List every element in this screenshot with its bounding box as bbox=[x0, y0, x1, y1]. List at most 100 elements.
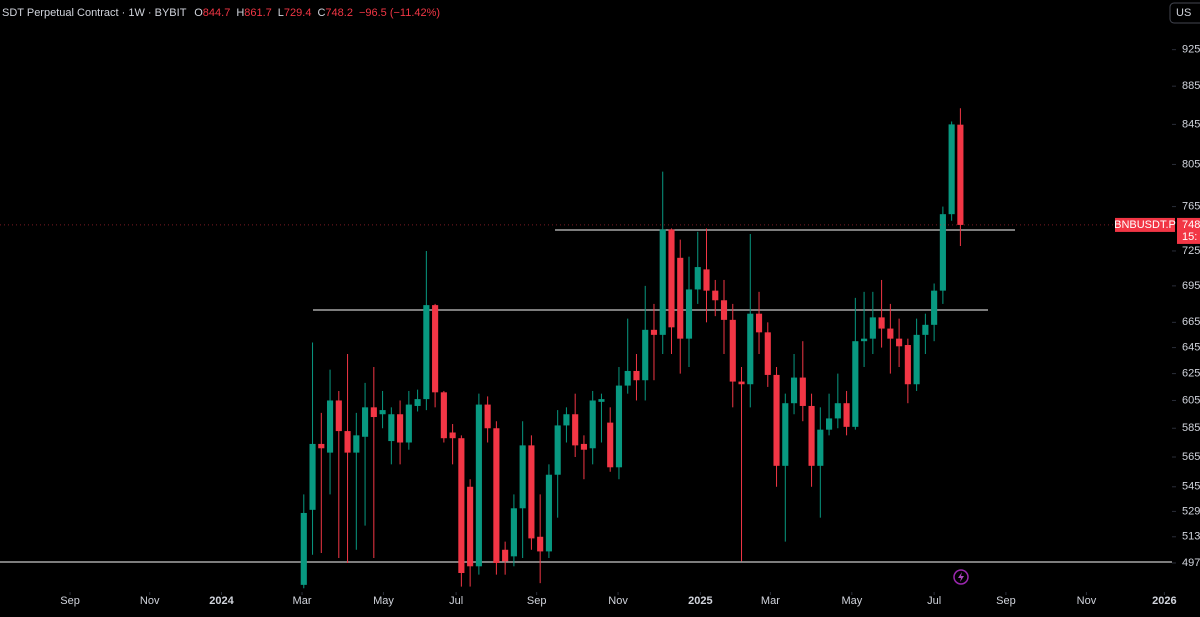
candle-body bbox=[572, 414, 579, 446]
candle-body bbox=[817, 429, 824, 466]
candle-body bbox=[300, 512, 307, 585]
candle-body bbox=[414, 399, 421, 406]
x-tick-label: Jul bbox=[449, 595, 463, 607]
candle-body bbox=[589, 400, 596, 449]
close-label: C bbox=[317, 7, 325, 19]
candle-body bbox=[764, 332, 771, 375]
candle-body bbox=[423, 305, 430, 400]
candle-body bbox=[598, 399, 605, 402]
candle-body bbox=[834, 403, 841, 419]
legend-header: SDT Perpetual Contract · 1W · BYBIT O844.… bbox=[2, 7, 440, 19]
candle-body bbox=[318, 443, 325, 449]
candle-body bbox=[432, 305, 439, 393]
candle-body bbox=[720, 300, 728, 320]
candle-body bbox=[904, 345, 911, 385]
candle-body bbox=[738, 381, 745, 385]
candle-body bbox=[755, 313, 763, 333]
x-tick-label: Sep bbox=[996, 595, 1016, 607]
candle-body bbox=[948, 124, 955, 215]
change-value: −96.5 (−11.42%) bbox=[359, 7, 440, 19]
candle-body bbox=[519, 445, 526, 509]
y-tick-label: 765 bbox=[1182, 200, 1200, 212]
y-tick-label: 529 bbox=[1182, 505, 1200, 517]
x-tick-label: 2024 bbox=[209, 595, 234, 607]
candle-body bbox=[712, 290, 719, 301]
candle-body bbox=[773, 374, 780, 466]
candle-body bbox=[370, 407, 377, 418]
candle-body bbox=[843, 403, 850, 427]
y-tick-label: 725 bbox=[1182, 245, 1200, 257]
candle-body bbox=[703, 269, 710, 291]
candle-body bbox=[957, 124, 964, 225]
x-tick-label: Mar bbox=[761, 595, 780, 607]
candle-body bbox=[449, 432, 456, 439]
candle-body bbox=[563, 414, 570, 426]
y-tick-label: 545 bbox=[1182, 481, 1200, 493]
candle-body bbox=[642, 329, 649, 381]
plot-area: 925 885 845 805 765 725 695 665 645 625 605 585 565 5… bbox=[0, 44, 1200, 607]
currency-button[interactable] bbox=[1169, 2, 1200, 24]
y-tick-label: 845 bbox=[1182, 118, 1200, 130]
candle-body bbox=[939, 214, 946, 291]
x-tick-label: 2026 bbox=[1152, 595, 1176, 607]
candle-body bbox=[397, 414, 404, 443]
open-label: O bbox=[194, 7, 203, 19]
y-tick-label: 513 bbox=[1182, 531, 1200, 543]
candle-body bbox=[545, 474, 552, 552]
candle-body bbox=[326, 400, 334, 453]
candle-body bbox=[502, 549, 509, 562]
x-tick-label: Mar bbox=[293, 595, 312, 607]
candle-body bbox=[852, 341, 859, 427]
price-tag-countdown: 15: bbox=[1182, 231, 1197, 243]
x-tick-label: Jul bbox=[927, 595, 941, 607]
candle-body bbox=[335, 400, 342, 432]
y-tick-label: 625 bbox=[1182, 368, 1200, 380]
x-tick-label: Sep bbox=[60, 595, 80, 607]
high-value: 861.7 bbox=[244, 7, 272, 19]
candle-body bbox=[580, 443, 588, 450]
currency-label[interactable]: US bbox=[1176, 7, 1191, 19]
candle-body bbox=[309, 443, 316, 510]
candle-body bbox=[694, 267, 701, 290]
x-tick-label: 2025 bbox=[688, 595, 712, 607]
candle-body bbox=[493, 428, 500, 563]
candle-body bbox=[615, 385, 623, 468]
candle-body bbox=[467, 486, 474, 567]
candle-body bbox=[799, 377, 806, 406]
y-tick-label: 605 bbox=[1182, 394, 1200, 406]
candle-body bbox=[729, 319, 736, 382]
open-value: 844.7 bbox=[203, 7, 231, 19]
candle-body bbox=[388, 414, 395, 442]
price-tag-price: 748 bbox=[1182, 219, 1200, 231]
x-tick-label: Nov bbox=[608, 595, 628, 607]
candle-body bbox=[913, 334, 920, 385]
price-tag: BNBUSDT.P 748 15: bbox=[1114, 217, 1200, 244]
candle-body bbox=[861, 338, 868, 342]
y-tick-label: 665 bbox=[1182, 316, 1200, 328]
candle-body bbox=[808, 405, 815, 466]
candle-body bbox=[685, 289, 693, 339]
lightning-icon[interactable] bbox=[953, 569, 969, 585]
y-tick-label: 645 bbox=[1182, 341, 1200, 353]
close-value: 748.2 bbox=[325, 7, 353, 19]
candle-body bbox=[353, 435, 360, 453]
candle-body bbox=[878, 317, 885, 329]
candle-body bbox=[677, 257, 684, 339]
candle-body bbox=[826, 418, 833, 430]
y-tick-label: 695 bbox=[1182, 280, 1200, 292]
candle-body bbox=[659, 229, 666, 335]
candle-body bbox=[607, 422, 614, 468]
candle-body bbox=[344, 431, 351, 453]
candle-body bbox=[633, 370, 640, 381]
price-tag-symbol: BNBUSDT.P bbox=[1114, 219, 1176, 231]
x-tick-label: May bbox=[373, 595, 394, 607]
high-label: H bbox=[236, 7, 244, 19]
candle-body bbox=[922, 324, 929, 335]
candle-body bbox=[887, 328, 894, 339]
low-value: 729.4 bbox=[284, 7, 312, 19]
x-tick-label: May bbox=[841, 595, 862, 607]
y-tick-label: 805 bbox=[1182, 158, 1200, 170]
candle-body bbox=[931, 290, 938, 325]
candle-body bbox=[896, 338, 903, 347]
